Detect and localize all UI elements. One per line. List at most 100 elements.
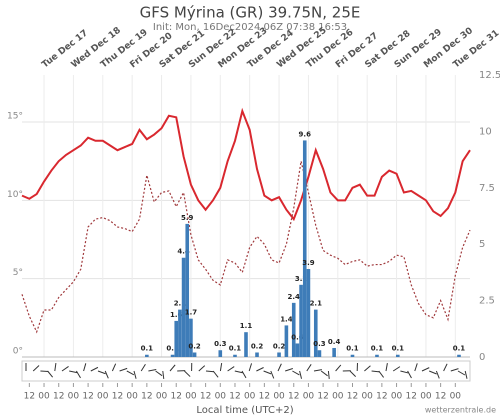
wind-barb [464,370,468,379]
wind-barb [169,364,176,372]
line [21,161,471,334]
value-label: 3.9 [302,259,315,267]
value-label: 3.2 [295,275,308,283]
wind-barb [450,368,459,372]
wind-barb [90,366,99,372]
value-label: 0.4 [328,338,341,346]
x-tick-label: 12 [200,392,211,402]
chart-subtitle: Init: Mon, 16Dec2024 06Z 07:38 16:53 [153,22,347,33]
wind-barb [205,370,215,373]
wind-barb [83,363,87,372]
wind-barb [219,363,223,372]
line [21,107,471,222]
x-axis-label: Local time (UTC+2) [196,405,293,416]
wind-barb [306,364,312,372]
precip-bar [189,318,193,357]
precip-bar [306,269,311,357]
wind-barb [299,370,303,379]
value-label: 0.1 [392,345,405,353]
wind-barb [435,370,440,379]
wind-barb [248,363,253,372]
value-label: 1.4 [280,315,293,323]
wind-barb [148,368,157,372]
x-tick-label: 00 [68,392,80,402]
precip-bar [375,354,379,357]
value-label: 1.1 [240,322,253,330]
wind-barb [263,370,272,375]
x-tick-label: 00 [391,392,403,402]
precip-bar [233,354,237,357]
wind-barb [457,370,466,376]
wind-barb [140,363,146,372]
value-label: 0.1 [166,345,179,353]
y2-tick-label: 12.5 [479,70,500,81]
value-label: 4.4 [177,248,190,256]
value-label: 0.1 [346,345,359,353]
y-tick-label: 10° [7,190,23,200]
x-tick-label: 00 [332,392,344,402]
precip-bar [218,350,223,357]
y-tick-label: 15° [7,112,23,122]
precip-bar [332,347,336,357]
x-tick-label: 12 [317,392,328,402]
wind-barb [54,363,57,372]
x-tick-label: 12 [24,392,35,402]
x-tick-label: 00 [450,392,462,402]
wind-barb [371,370,380,373]
precip-bar [313,309,318,357]
wind-barb [313,369,322,372]
wind-barb [349,370,357,378]
wind-barb [385,363,388,372]
wind-barb [270,370,275,379]
wind-barb [97,370,106,375]
y2-tick-label: 2.5 [479,296,495,307]
wind-barb [133,370,137,379]
wind-barb [234,370,243,374]
wind-barb [320,370,328,377]
y2-tick-label: 0 [479,352,485,363]
value-label: 2.1 [174,300,187,308]
x-tick-label: 00 [244,392,256,402]
value-label: 2.4 [288,293,301,301]
wind-barb [292,370,300,376]
wind-barb [119,367,128,372]
x-tick-label: 12 [259,392,270,402]
x-tick-label: 00 [126,392,138,402]
x-tick-label: 00 [185,392,197,402]
precip-bar [174,320,179,357]
wind-barb [429,370,437,375]
x-tick-label: 00 [156,392,168,402]
x-tick-label: 00 [38,392,50,402]
wind-barb [407,370,412,379]
wind-barb [155,370,163,377]
value-label: 1.6 [170,311,183,319]
value-label: 1.7 [185,309,198,317]
y-tick-label: 0° [13,347,23,357]
value-label: 0.1 [229,345,242,353]
wind-barb [227,366,235,372]
x-tick-label: 12 [171,392,182,402]
wind-barb [198,365,206,372]
value-label: 0.1 [453,345,466,353]
wind-barb [256,367,264,372]
wind-barb [285,368,293,372]
wind-barb [414,363,418,372]
wind-barb [75,370,81,379]
precip-bar [178,309,182,357]
precip-bar [299,284,303,357]
wind-barb [212,370,219,378]
wind-barb [40,370,49,373]
precip-bar [277,352,281,357]
value-label: 0.6 [291,333,304,341]
value-label: 5.9 [181,214,194,222]
value-label: 9.6 [299,130,312,138]
precip-bar [457,354,461,357]
value-label: 0.1 [141,345,154,353]
wind-barb [126,370,135,376]
precip-bar [284,325,289,357]
value-label: 0.2 [273,342,286,350]
wind-barb [277,363,282,372]
precip-bar [295,343,300,357]
wind-barb [241,370,247,379]
x-tick-label: 12 [435,392,446,402]
